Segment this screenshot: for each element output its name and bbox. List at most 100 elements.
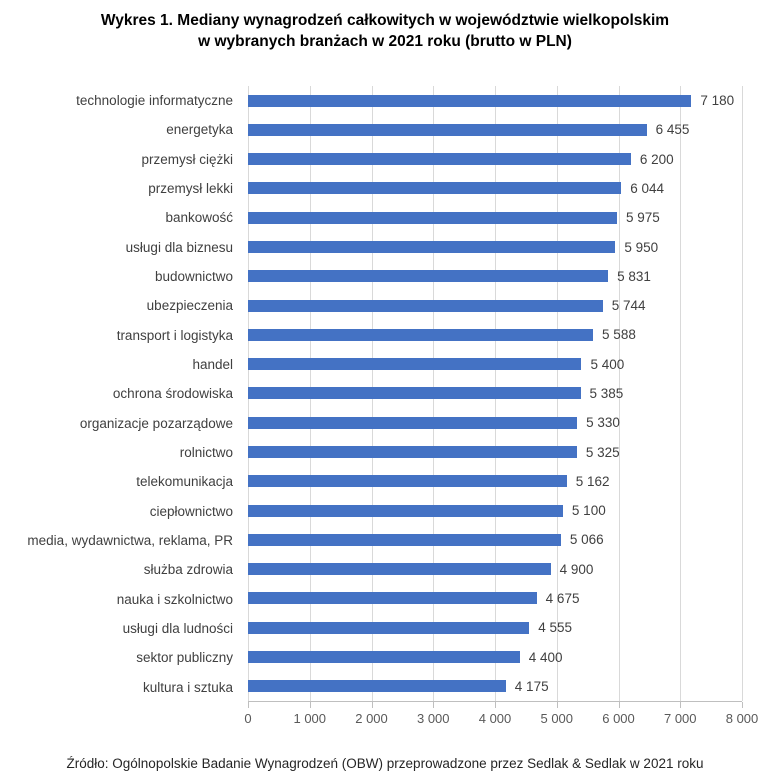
category-label: usługi dla ludności: [122, 621, 233, 637]
bar-row: 4 675: [248, 584, 742, 613]
category-label: kultura i sztuka: [142, 679, 233, 695]
source-note: Źródło: Ogólnopolskie Badanie Wynagrodze…: [66, 756, 704, 771]
bar-row: 6 200: [248, 145, 742, 174]
value-label: 5 950: [624, 239, 659, 255]
category-labels: technologie informatyczne energetyka przem…: [0, 86, 248, 702]
axis-tick-label: 5 000: [540, 711, 574, 726]
value-label: 6 455: [655, 122, 690, 138]
axis-tick: [433, 702, 435, 708]
category-label: służba zdrowia: [143, 562, 233, 578]
axis-tick: [495, 702, 496, 708]
bar-row: 4 555: [248, 613, 742, 642]
axis-tick-label: 0: [244, 711, 252, 726]
axis-tick: [742, 702, 743, 708]
axis-tick: [618, 702, 620, 708]
value-label: 6 044: [630, 180, 664, 196]
value-label: 4 675: [545, 590, 580, 606]
axis-tick: [248, 702, 249, 708]
bar: [248, 211, 617, 224]
axis-tick: [309, 702, 311, 708]
axis-tick-label: 7 000: [663, 711, 697, 726]
plot-area: 7 180 6 455 6 200 6 044 5 975 5 950 5 831 5 744…: [248, 86, 743, 702]
bar: [248, 416, 578, 429]
bar-chart: technologie informatyczne energetyka przem…: [0, 86, 770, 732]
axis-tick: [556, 702, 558, 708]
bar: [248, 153, 631, 166]
value-label: 5 100: [571, 503, 606, 519]
value-label: 4 900: [559, 561, 594, 577]
bar: [248, 592, 537, 605]
bar: [248, 533, 561, 546]
value-label: 4 175: [514, 678, 549, 694]
bar-row: 6 044: [248, 174, 742, 203]
value-label: 7 180: [700, 93, 735, 109]
bar-row: 6 455: [248, 115, 742, 144]
axis-tick-label: 4 000: [478, 711, 512, 726]
axis-tick: [680, 702, 682, 708]
bar-row: 5 100: [248, 496, 742, 525]
category-label: nauka i szkolnictwo: [116, 591, 233, 607]
value-label: 6 200: [639, 151, 674, 167]
axis-tick-label: 1 000: [293, 711, 327, 726]
category-label: transport i logistyka: [116, 327, 233, 343]
bar: [248, 182, 622, 195]
bar: [248, 123, 647, 136]
category-label: przemysł ciężki: [141, 151, 233, 167]
bar-row: 5 330: [248, 408, 742, 437]
category-label: technologie informatyczne: [76, 93, 233, 109]
bar-row: 4 400: [248, 642, 742, 671]
category-label: media, wydawnictwa, reklama, PR: [27, 533, 233, 549]
bar-row: 7 180: [248, 86, 742, 115]
bar-row: 5 385: [248, 379, 742, 408]
axis-tick-label: 2 000: [355, 711, 388, 726]
axis-tick-label: 3 000: [416, 711, 450, 726]
bar: [248, 475, 567, 488]
gridline: [742, 86, 743, 701]
category-label: sektor publiczny: [136, 650, 233, 666]
category-label: ubezpieczenia: [146, 298, 233, 314]
value-label: 5 831: [617, 268, 651, 284]
bar-rows: 7 180 6 455 6 200 6 044 5 975 5 950 5 831 5 744…: [248, 86, 742, 701]
chart-title: Wykres 1. Mediany wynagrodzeń całkowityc…: [0, 0, 770, 52]
category-label: telekomunikacja: [136, 474, 233, 490]
value-label: 5 385: [589, 385, 624, 401]
bar-row: 4 175: [248, 672, 742, 701]
bar-row: 5 325: [248, 437, 742, 466]
bar-row: 5 400: [248, 350, 742, 379]
bar: [248, 504, 563, 517]
bar: [248, 446, 577, 459]
category-label: organizacje pozarządowe: [79, 415, 233, 431]
value-label: 5 325: [585, 444, 620, 460]
x-axis: 0 1 000 2 000 3 000 4 000 5 000 6 000 7 000 8 00…: [244, 702, 758, 732]
bar-row: 5 975: [248, 203, 742, 232]
category-label: usługi dla biznesu: [125, 239, 233, 255]
bar: [248, 299, 603, 312]
bar: [248, 680, 506, 693]
category-label: handel: [192, 357, 233, 373]
value-label: 4 555: [538, 620, 573, 636]
value-label: 5 975: [625, 210, 660, 226]
chart-title-line2: w wybranych branżach w 2021 roku (brutto…: [198, 33, 572, 50]
bar-row: 5 831: [248, 262, 742, 291]
bar: [248, 241, 616, 254]
bar: [248, 328, 594, 341]
bar: [248, 621, 530, 634]
category-label: budownictwo: [154, 269, 233, 285]
category-label: przemysł lekki: [148, 181, 233, 197]
value-label: 5 162: [575, 473, 610, 489]
axis-tick-label: 6 000: [602, 711, 635, 726]
bar: [248, 563, 551, 576]
bar-row: 5 066: [248, 525, 742, 554]
axis-tick-label: 8 000: [725, 711, 759, 726]
bar-row: 5 950: [248, 232, 742, 261]
bar-row: 5 162: [248, 467, 742, 496]
gridline: [680, 86, 682, 701]
axis-tick: [371, 702, 373, 708]
bar: [248, 651, 520, 664]
bar-row: 5 744: [248, 291, 742, 320]
value-label: 5 744: [611, 298, 646, 314]
chart-title-line1: Wykres 1. Mediany wynagrodzeń całkowityc…: [100, 12, 670, 29]
category-label: bankowość: [165, 210, 233, 226]
value-label: 4 400: [528, 649, 563, 665]
value-label: 5 400: [590, 356, 625, 372]
